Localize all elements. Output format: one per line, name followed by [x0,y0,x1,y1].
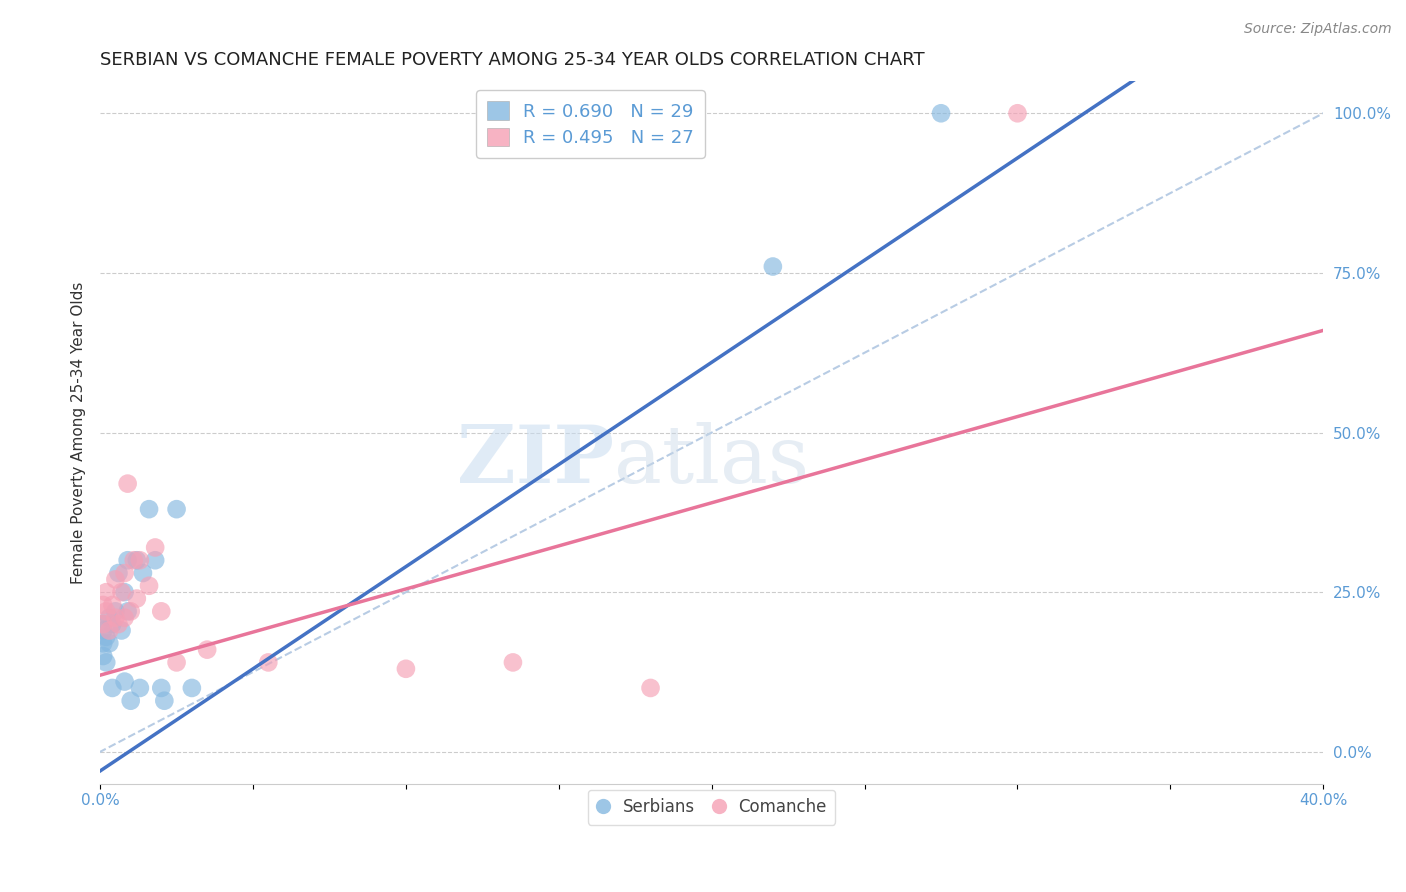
Point [114,674,136,689]
Text: ZIP: ZIP [457,422,614,500]
Point [143,541,166,555]
Point [91,617,114,632]
Point [502,656,524,670]
Point [195,642,218,657]
Point [91,598,114,612]
Point [91,648,114,663]
Point [104,604,127,618]
Point [120,604,142,618]
Point [107,566,129,580]
Point [150,604,173,618]
Point [128,553,150,567]
Point [257,656,280,670]
Point [96,630,118,644]
Point [125,591,148,606]
Point [96,604,118,618]
Point [122,553,145,567]
Point [395,662,418,676]
Point [640,681,662,695]
Point [96,656,118,670]
Point [107,617,129,632]
Point [110,585,132,599]
Point [104,611,127,625]
Point [132,566,155,580]
Text: SERBIAN VS COMANCHE FEMALE POVERTY AMONG 25-34 YEAR OLDS CORRELATION CHART: SERBIAN VS COMANCHE FEMALE POVERTY AMONG… [100,51,925,69]
Point [128,681,150,695]
Point [104,573,127,587]
Text: Source: ZipAtlas.com: Source: ZipAtlas.com [1244,22,1392,37]
Text: atlas: atlas [614,422,808,500]
Point [117,553,139,567]
Point [1007,106,1029,120]
Point [180,681,202,695]
Point [120,694,142,708]
Point [138,502,160,516]
Point [101,617,124,632]
Point [114,566,136,580]
Point [98,624,121,638]
Point [117,604,139,618]
Point [166,656,188,670]
Point [114,585,136,599]
Point [153,694,176,708]
Point [138,579,160,593]
Point [166,502,188,516]
Point [98,611,121,625]
Point [91,624,114,638]
Point [143,553,166,567]
Point [117,476,139,491]
Legend: Serbians, Comanche: Serbians, Comanche [588,790,835,824]
Point [110,624,132,638]
Y-axis label: Female Poverty Among 25-34 Year Olds: Female Poverty Among 25-34 Year Olds [72,281,86,583]
Point [929,106,952,120]
Point [91,617,114,632]
Point [101,681,124,695]
Point [114,611,136,625]
Point [762,260,785,274]
Point [125,553,148,567]
Point [91,636,114,650]
Point [150,681,173,695]
Point [96,585,118,599]
Point [98,636,121,650]
Point [101,598,124,612]
